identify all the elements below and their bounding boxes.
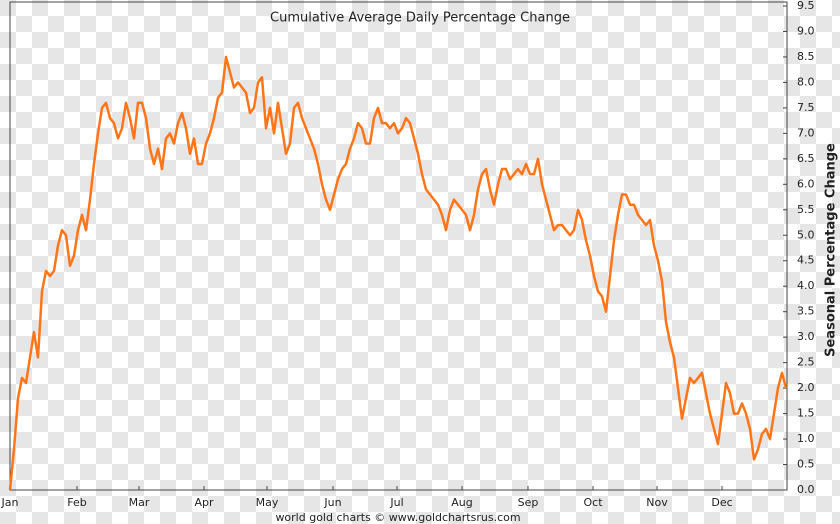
x-tick-label: Nov	[646, 496, 668, 509]
plot-frame	[9, 1, 788, 491]
y-tick-label: 9.0	[797, 24, 815, 37]
x-tick-label: Jun	[323, 496, 341, 509]
y-tick-label: 6.0	[797, 177, 815, 190]
y-tick-label: 5.5	[797, 203, 815, 216]
y-tick-label: 1.5	[797, 407, 815, 420]
y-tick-label: 2.0	[797, 381, 815, 394]
y-tick-label: 3.0	[797, 330, 815, 343]
footer: world gold charts © www.goldchartsrus.co…	[275, 511, 520, 524]
y-tick-label: 0.0	[797, 483, 815, 496]
x-tick-label: Jul	[389, 496, 403, 509]
x-tick-label: May	[256, 496, 279, 509]
y-tick-label: 6.5	[797, 152, 815, 165]
y-tick-label: 9.5	[797, 0, 815, 12]
y-tick-label: 1.0	[797, 432, 815, 445]
x-tick-label: Dec	[711, 496, 732, 509]
y-tick-label: 4.5	[797, 254, 815, 267]
x-tick-label: Apr	[194, 496, 214, 509]
y-tick-label: 2.5	[797, 356, 815, 369]
y-tick-label: 3.5	[797, 305, 815, 318]
x-tick-label: Aug	[451, 496, 472, 509]
y-tick-label: 8.0	[797, 75, 815, 88]
x-tick-label: Jan	[1, 496, 19, 509]
y-tick-label: 4.0	[797, 279, 815, 292]
x-tick-label: Feb	[67, 496, 86, 509]
data-line	[8, 55, 788, 491]
y-axis-label: Seasonal Percentage Change	[824, 143, 839, 357]
x-tick-label: Oct	[583, 496, 603, 509]
y-tick-label: 7.5	[797, 101, 815, 114]
y-tick-label: 7.0	[797, 126, 815, 139]
y-tick-label: 5.0	[797, 228, 815, 241]
y-tick-label: 8.5	[797, 50, 815, 63]
chart-title: Cumulative Average Daily Percentage Chan…	[270, 11, 570, 26]
x-tick-label: Sep	[518, 496, 539, 509]
x-tick-label: Mar	[129, 496, 150, 509]
y-tick-label: 0.5	[797, 458, 815, 471]
